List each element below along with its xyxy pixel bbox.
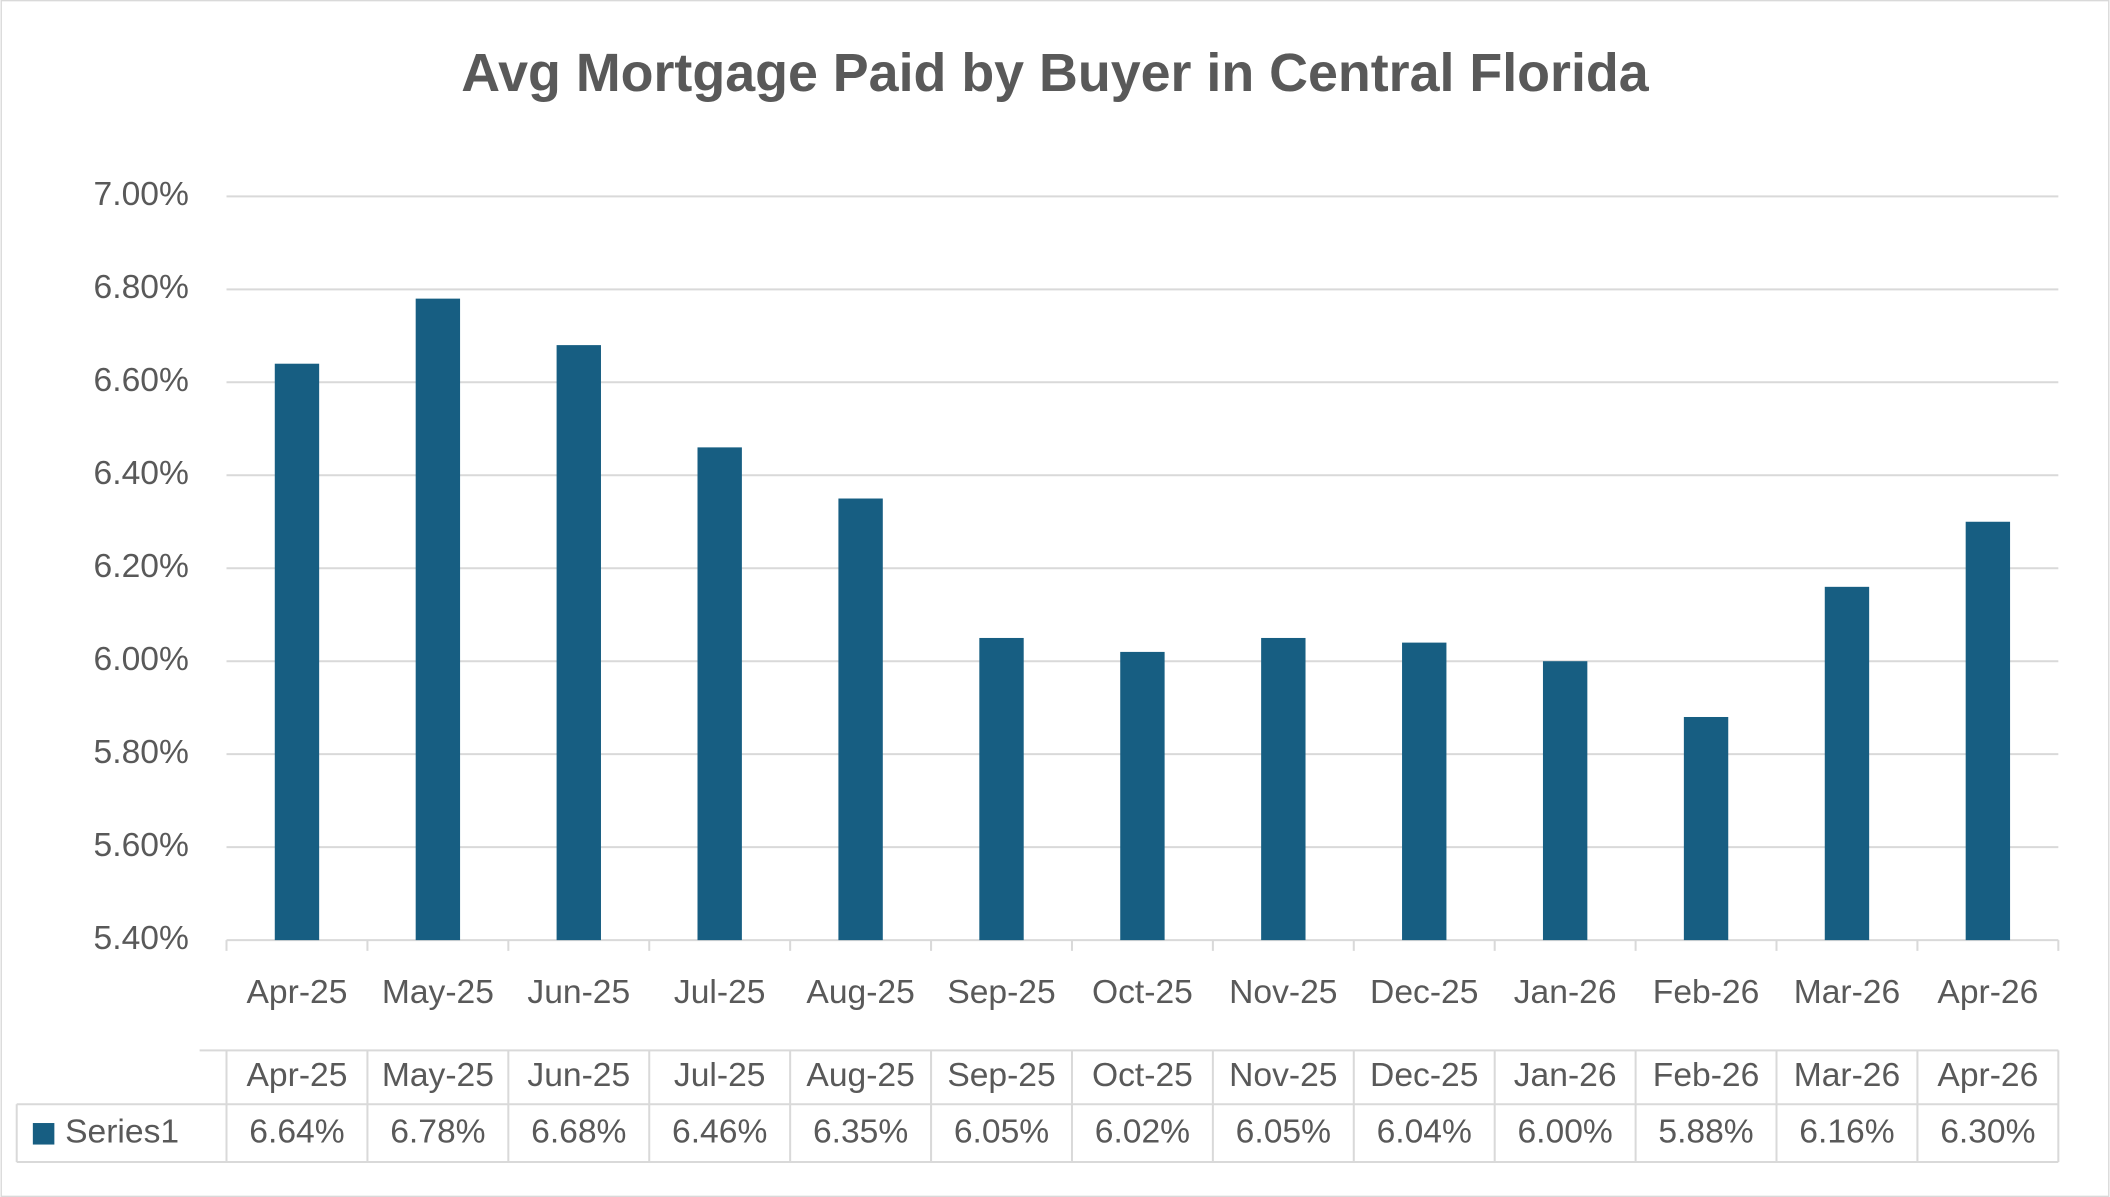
bar: [1683, 716, 1729, 941]
table-value: 6.46%: [672, 1114, 767, 1151]
table-value: 6.64%: [249, 1114, 344, 1151]
table-value: 6.30%: [1940, 1114, 2035, 1151]
x-tick-label: Aug-25: [806, 974, 914, 1011]
table-header: Oct-25: [1092, 1057, 1193, 1094]
table-value: 6.05%: [1236, 1114, 1331, 1151]
legend-label: Series1: [65, 1114, 179, 1151]
x-tick-label: Sep-25: [947, 974, 1055, 1011]
table-header: Mar-26: [1794, 1057, 1900, 1094]
table-header: May-25: [382, 1057, 494, 1094]
bar: [1402, 642, 1447, 941]
table-value: 6.35%: [813, 1114, 908, 1151]
bar: [979, 637, 1024, 941]
y-tick-label: 5.60%: [94, 827, 189, 864]
bar: [274, 363, 320, 941]
bar: [1965, 521, 2011, 941]
table-header: Apr-26: [1937, 1057, 2038, 1094]
table-header: Jun-25: [527, 1057, 630, 1094]
x-tick-label: Dec-25: [1370, 974, 1478, 1011]
bar: [838, 498, 883, 941]
table-header: Dec-25: [1370, 1057, 1478, 1094]
x-tick-label: Jun-25: [527, 974, 630, 1011]
bar: [556, 345, 601, 941]
x-tick-label: Feb-26: [1653, 974, 1760, 1011]
table-value: 6.78%: [390, 1114, 485, 1151]
x-tick-label: Nov-25: [1229, 974, 1337, 1011]
y-tick-label: 6.80%: [94, 269, 189, 306]
y-tick-label: 6.60%: [94, 362, 189, 399]
x-tick-label: Apr-25: [247, 974, 348, 1011]
table-header: Feb-26: [1653, 1057, 1760, 1094]
bar: [1120, 651, 1165, 941]
table-value: 6.02%: [1095, 1114, 1190, 1151]
table-value: 6.04%: [1377, 1114, 1472, 1151]
x-tick-label: Jul-25: [674, 974, 766, 1011]
y-tick-label: 6.20%: [94, 548, 189, 585]
table-header: Apr-25: [247, 1057, 348, 1094]
bar: [1261, 637, 1306, 941]
table-header: Aug-25: [806, 1057, 914, 1094]
x-tick-label: May-25: [382, 974, 494, 1011]
table-value: 6.00%: [1517, 1114, 1612, 1151]
table-value: 6.05%: [954, 1114, 1049, 1151]
table-value: 6.16%: [1799, 1114, 1894, 1151]
table-value: 6.68%: [531, 1114, 626, 1151]
y-tick-label: 5.80%: [94, 734, 189, 771]
bar: [415, 298, 461, 941]
table-header: Sep-25: [947, 1057, 1055, 1094]
bar: [697, 447, 742, 941]
table-header: Jan-26: [1514, 1057, 1617, 1094]
bar: [1824, 586, 1870, 941]
chart-title: Avg Mortgage Paid by Buyer in Central Fl…: [461, 43, 1649, 103]
table-header: Nov-25: [1229, 1057, 1337, 1094]
bar: [1542, 661, 1588, 941]
x-tick-label: Apr-26: [1937, 974, 2038, 1011]
x-tick-label: Mar-26: [1794, 974, 1900, 1011]
table-value: 5.88%: [1658, 1114, 1753, 1151]
x-tick-label: Oct-25: [1092, 974, 1193, 1011]
legend-key: [32, 1123, 55, 1145]
y-tick-label: 6.40%: [94, 455, 189, 492]
y-tick-label: 5.40%: [94, 920, 189, 957]
y-tick-label: 6.00%: [94, 641, 189, 678]
y-tick-label: 7.00%: [94, 176, 189, 213]
table-header: Jul-25: [674, 1057, 766, 1094]
x-tick-label: Jan-26: [1514, 974, 1617, 1011]
